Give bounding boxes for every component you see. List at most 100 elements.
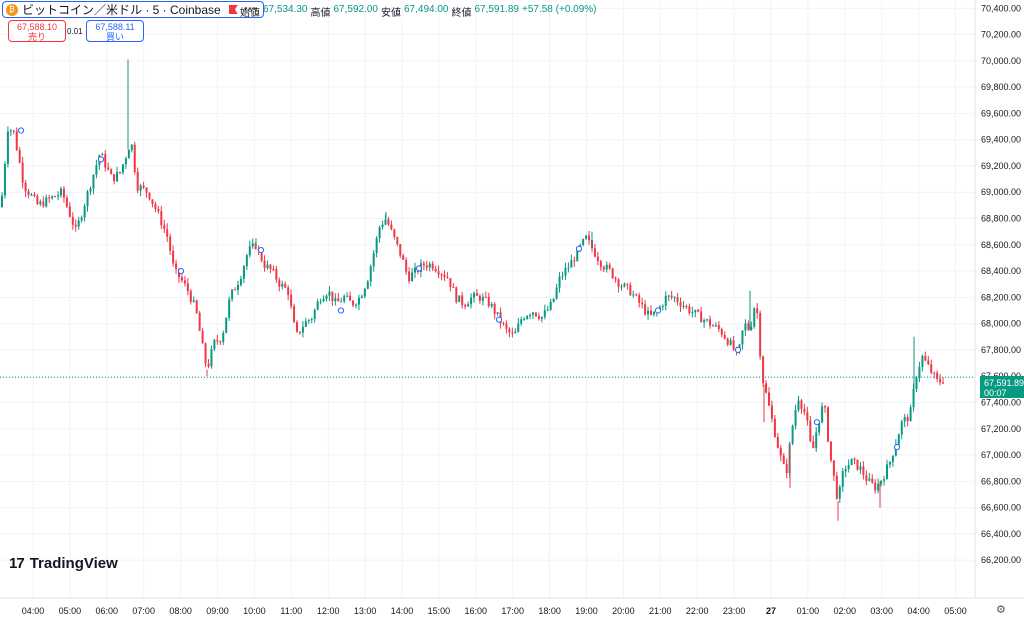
candle-body xyxy=(284,283,287,288)
candle-body xyxy=(254,243,257,249)
candle-body xyxy=(700,311,703,323)
candle-body xyxy=(145,187,148,193)
more-options-icon[interactable]: ••• xyxy=(243,4,258,15)
candle-body xyxy=(12,130,15,132)
candle-body xyxy=(65,197,68,207)
candle-body xyxy=(773,418,776,438)
candle-body xyxy=(180,277,183,281)
candle-body xyxy=(86,191,89,207)
candle-body xyxy=(532,312,534,315)
candle-body xyxy=(245,255,248,267)
candle-body xyxy=(806,411,809,421)
candle-body xyxy=(517,323,520,332)
sell-button[interactable]: 67,588.10 売り xyxy=(8,20,66,42)
candle-body xyxy=(768,392,770,406)
event-marker xyxy=(654,307,662,314)
candle-body xyxy=(711,325,714,327)
time-axis[interactable]: 04:00 05:00 06:00 07:00 08:00 09:00 10:00 11:00… xyxy=(22,606,967,616)
bitcoin-icon: ₿ xyxy=(6,3,18,16)
symbol-title: ビットコイン／米ドル · 5 · Coinbase xyxy=(22,3,221,17)
candle-body xyxy=(151,199,154,204)
flag-icon[interactable] xyxy=(228,5,238,14)
candle-body xyxy=(402,255,405,260)
candle-body xyxy=(6,131,9,164)
candle-body xyxy=(585,235,588,240)
candle-body xyxy=(856,459,859,470)
candle-body xyxy=(216,339,219,342)
candle-body xyxy=(366,281,369,289)
candle-body xyxy=(552,298,555,302)
last-price-value: 67,591.89 xyxy=(984,378,1024,388)
candle-body xyxy=(290,294,293,307)
candle-body xyxy=(83,206,86,218)
candle-body xyxy=(803,408,806,412)
candle-body xyxy=(523,318,526,320)
candle-body xyxy=(42,201,45,207)
candle-body xyxy=(372,253,375,267)
time-tick-label: 04:00 xyxy=(907,606,930,616)
candle-body xyxy=(80,217,83,221)
candle-body xyxy=(71,216,74,225)
chart-markers xyxy=(17,127,901,451)
time-tick-label: 02:00 xyxy=(834,606,857,616)
bar-countdown: 00:07 xyxy=(984,388,1007,398)
candle-body xyxy=(133,144,136,173)
candle-body xyxy=(130,144,133,151)
candle-body xyxy=(936,372,939,379)
candle-body xyxy=(36,195,39,205)
symbol-selector[interactable]: ₿ ビットコイン／米ドル · 5 · Coinbase ••• xyxy=(2,1,265,18)
candle-body xyxy=(278,279,281,287)
candle-body xyxy=(785,463,788,474)
time-tick-label: 06:00 xyxy=(96,606,119,616)
candle-body xyxy=(599,261,602,268)
candle-body xyxy=(33,194,36,196)
price-axis[interactable]: 70,400.00 70,200.00 70,000.00 69,800.00 69,6… xyxy=(981,3,1021,565)
candle-body xyxy=(880,480,883,484)
candle-body xyxy=(183,280,186,284)
time-tick-label: 08:00 xyxy=(169,606,192,616)
candle-body xyxy=(888,462,891,465)
event-marker xyxy=(813,419,821,426)
candle-body xyxy=(45,197,48,207)
candle-body xyxy=(652,311,655,315)
candle-body xyxy=(15,131,18,150)
candle-body xyxy=(1,195,3,208)
settings-icon[interactable]: ⚙ xyxy=(996,604,1006,616)
candle-body xyxy=(319,301,322,303)
candle-body xyxy=(136,172,139,191)
candle-body xyxy=(210,349,213,367)
candle-body xyxy=(765,383,768,393)
candle-body xyxy=(508,328,511,333)
candle-body xyxy=(812,441,815,449)
candle-body xyxy=(222,332,225,342)
candle-body xyxy=(676,297,679,303)
candle-body xyxy=(815,432,818,449)
candle-body xyxy=(121,164,124,173)
candle-body xyxy=(933,372,936,374)
candle-body xyxy=(782,455,785,464)
candle-body xyxy=(390,224,393,230)
candle-body xyxy=(738,344,741,350)
candle-body xyxy=(620,286,623,288)
logo-text: TradingView xyxy=(29,555,118,572)
candle-body xyxy=(172,250,175,264)
buy-button[interactable]: 67,588.11 買い xyxy=(86,20,144,42)
candle-body xyxy=(697,309,700,312)
candle-body xyxy=(838,486,841,499)
candle-body xyxy=(555,287,558,299)
candle-body xyxy=(776,437,779,448)
tradingview-logo[interactable]: 17 TradingView xyxy=(9,555,118,572)
candle-body xyxy=(62,188,65,198)
candle-body xyxy=(95,165,98,175)
candle-body xyxy=(732,340,735,350)
candle-body xyxy=(809,420,812,442)
candle-body xyxy=(248,246,251,256)
candle-body xyxy=(706,319,709,321)
candle-body xyxy=(670,295,673,298)
candle-body xyxy=(189,291,192,302)
price-tick-label: 66,200.00 xyxy=(981,555,1021,565)
candle-body xyxy=(251,243,254,247)
candle-body xyxy=(307,320,310,322)
candle-body xyxy=(496,312,499,314)
